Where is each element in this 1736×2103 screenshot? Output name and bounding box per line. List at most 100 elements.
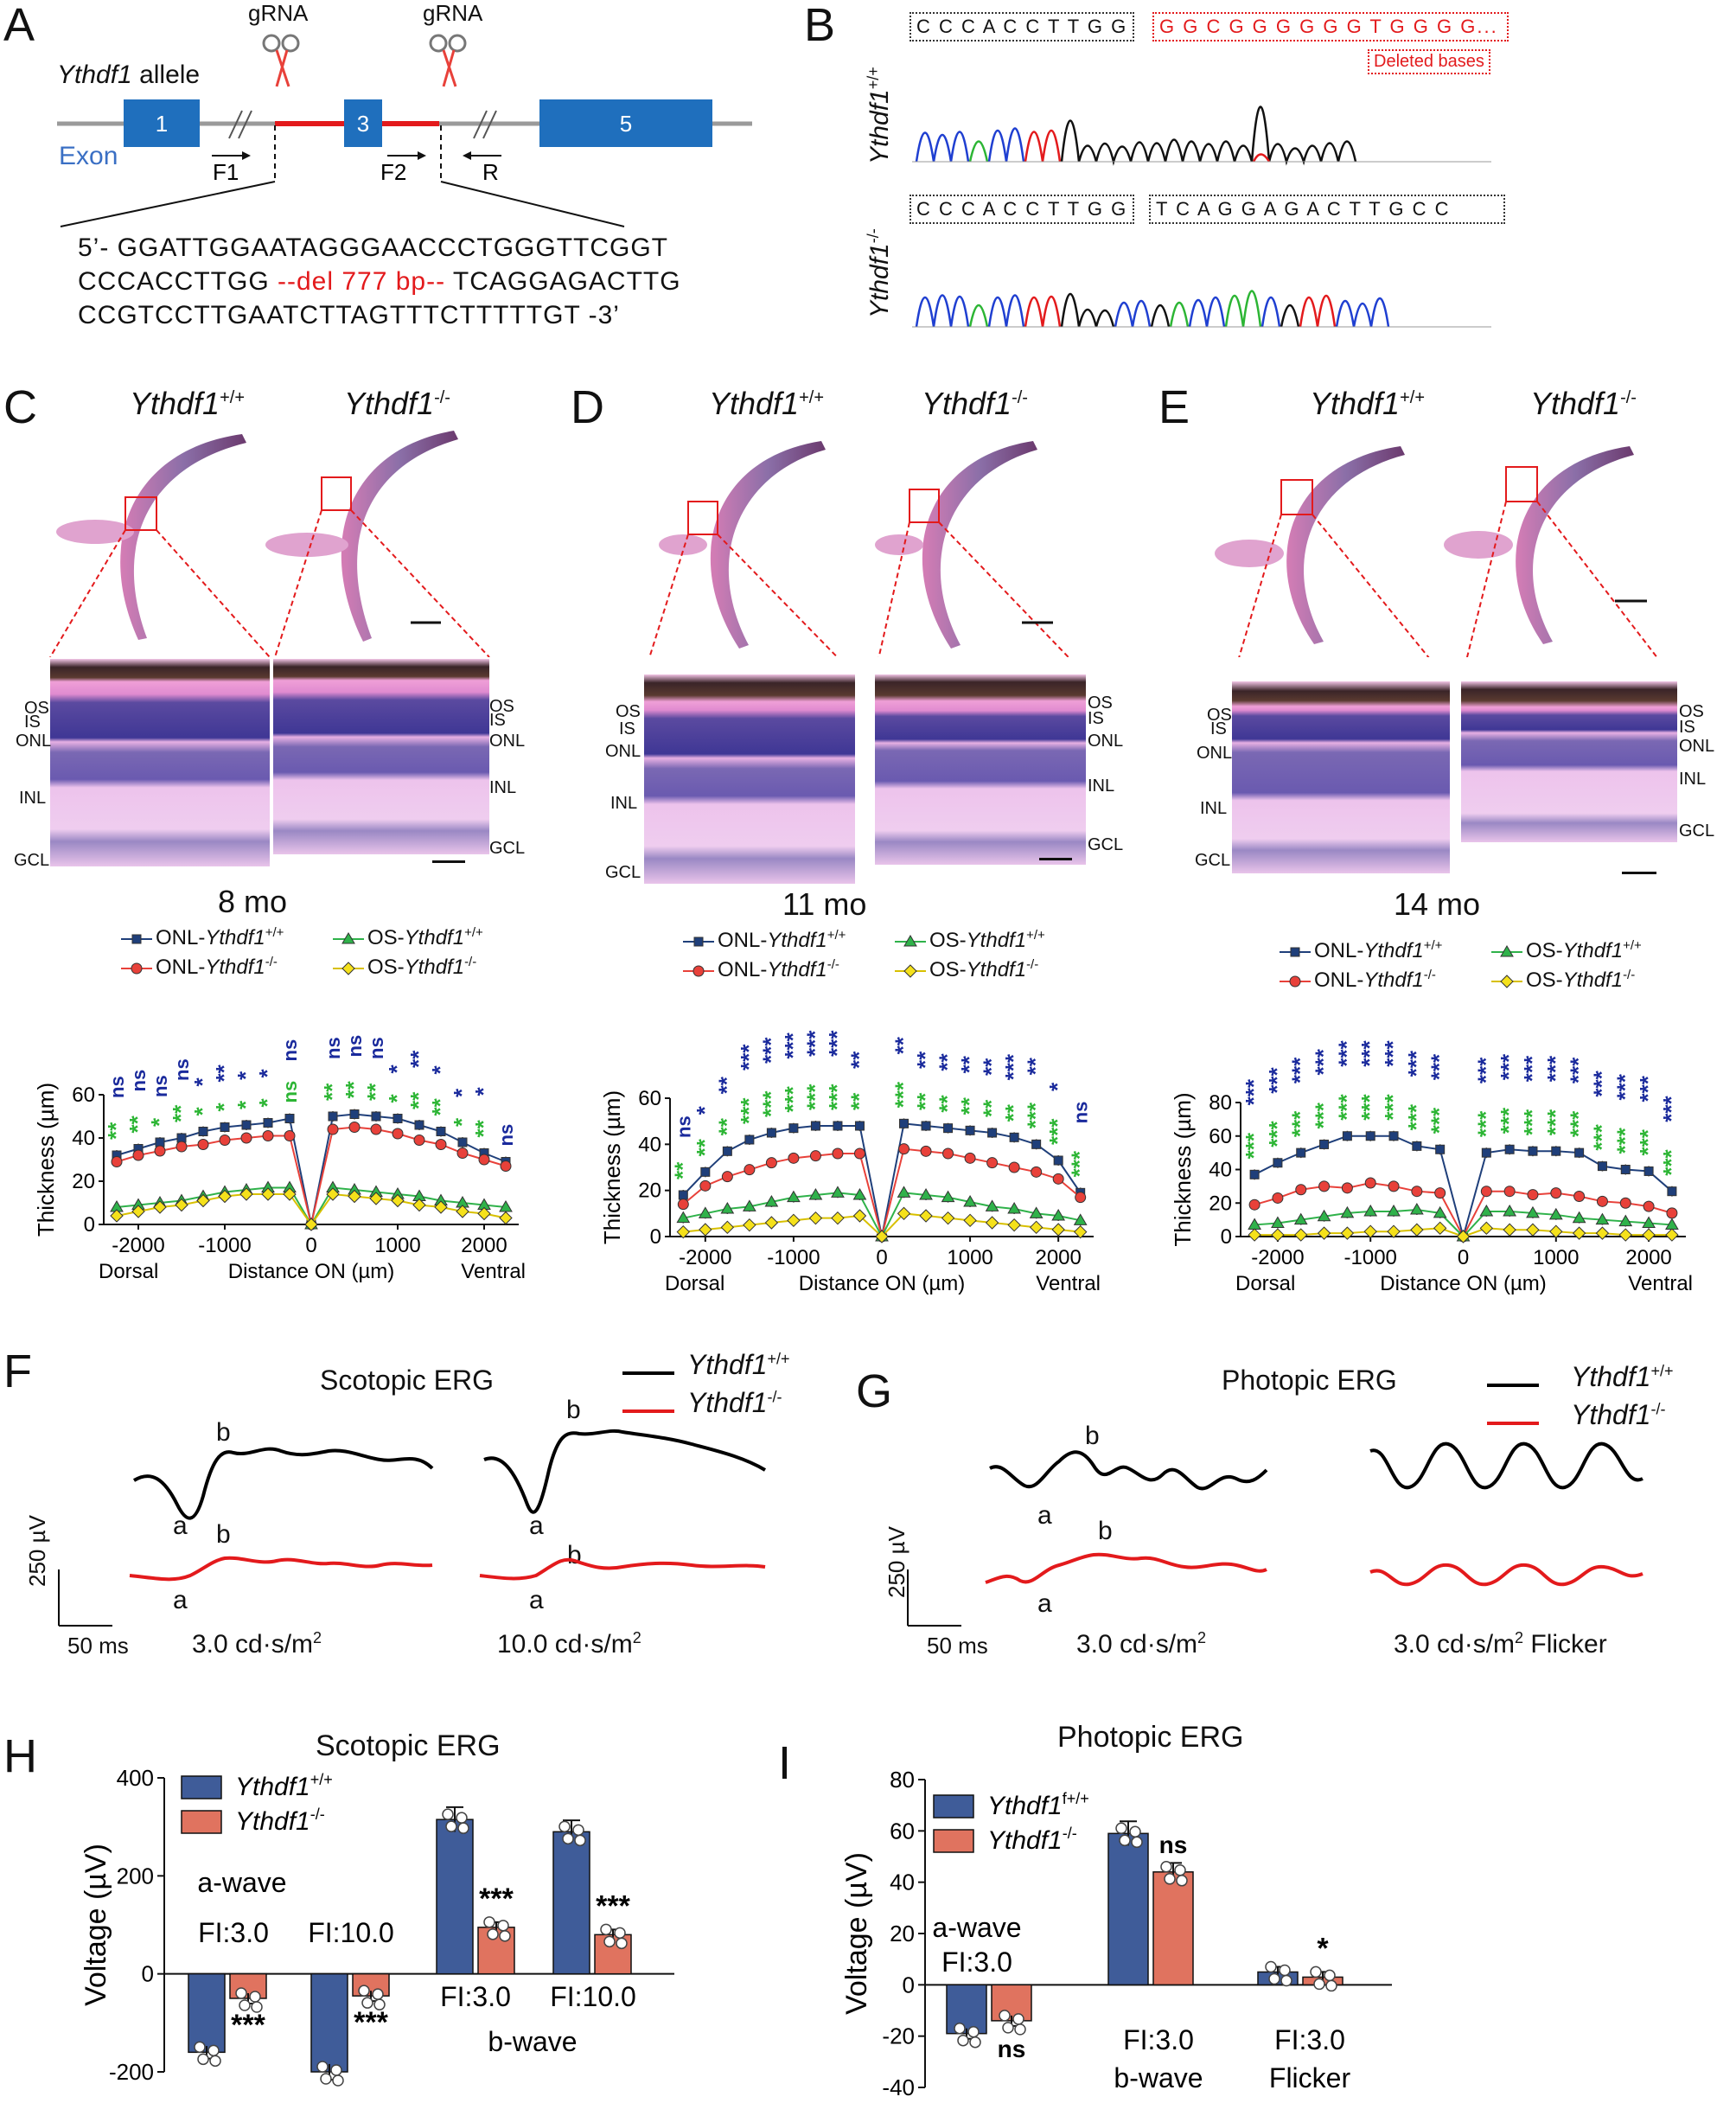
data-dot: [603, 1935, 616, 1948]
condition-label: 3.0 cd·s/m2: [1076, 1629, 1206, 1659]
data-point: [1481, 1147, 1491, 1158]
legend-item-onl_ko: ONL-Ythdf1-/-: [121, 955, 278, 980]
layer-label: GCL: [489, 839, 526, 858]
data-dot: [372, 1988, 384, 2000]
layer-label: ONL: [1088, 732, 1124, 751]
data-point: [456, 1205, 469, 1218]
data-point: [284, 1114, 295, 1123]
legend-gene: Ythdf1: [1562, 939, 1624, 962]
x-tick-label: -1000: [198, 1234, 251, 1257]
data-dot: [1164, 1873, 1176, 1885]
layer-label: OS: [489, 697, 514, 716]
significance-os: ***: [1542, 1109, 1568, 1135]
y-tick-label: -200: [109, 2059, 154, 2085]
significance-os: ***: [1496, 1107, 1522, 1134]
b-wave-marker: b: [1098, 1517, 1113, 1545]
data-point: [1296, 1147, 1306, 1158]
significance-os: **: [979, 1099, 1005, 1117]
legend-item-onl_wt: ONL-Ythdf1+/+: [1280, 938, 1442, 963]
x-axis-title: Distance ON (µm): [1380, 1272, 1547, 1295]
data-point: [1340, 1226, 1355, 1240]
ko-chromatogram-trace: [912, 290, 1491, 328]
data-point: [391, 1193, 405, 1208]
data-point: [1318, 1180, 1331, 1192]
significance-os: ***: [1264, 1121, 1290, 1147]
y-axis-title: Voltage (µV): [840, 1852, 873, 2015]
significance-label: ns: [998, 2036, 1026, 2062]
significance-os: ***: [1380, 1094, 1406, 1121]
group-label: b-wave: [1114, 2062, 1203, 2093]
deletion-label: --del 777 bp--: [278, 267, 446, 296]
data-point: [1272, 1192, 1284, 1204]
a-wave-marker: a: [173, 1586, 188, 1614]
layer-label: IS: [1210, 719, 1227, 738]
data-point: [764, 1195, 779, 1207]
data-dot: [562, 1832, 574, 1845]
legend-swatch: [1491, 974, 1522, 988]
x-tick-label: 2000: [1625, 1246, 1671, 1269]
data-point: [721, 1171, 733, 1183]
thickness-chart-e: 0 20 40 60 80 -2000 -1000 0 1000 2000 Dorsal Distan…: [1170, 1040, 1693, 1295]
chromatogram: [912, 105, 1491, 328]
data-point: [1479, 1204, 1494, 1217]
legend-gene: Ythdf1: [1562, 968, 1624, 992]
significance-onl: *: [427, 1065, 453, 1075]
data-point: [283, 1187, 297, 1201]
legend-label: Ythdf1-/-: [987, 1825, 1077, 1855]
data-dot: [483, 1916, 495, 1928]
data-point: [1456, 1230, 1471, 1243]
layer-label: GCL: [1195, 851, 1231, 870]
legend-gene: Ythdf1: [205, 956, 265, 979]
legend-sup: -/-: [310, 1806, 325, 1823]
layer-label: IS: [1088, 709, 1104, 728]
gene-name: Ythdf1: [687, 1349, 768, 1380]
data-dot: [967, 2025, 980, 2038]
photopic-title: Photopic ERG: [1222, 1365, 1397, 1396]
age-label: 14 mo: [1394, 886, 1481, 922]
b-wave-marker: b: [216, 1418, 231, 1447]
legend-sup: +/+: [1623, 938, 1642, 953]
legend-swatch: [121, 962, 152, 975]
data-point: [919, 1188, 933, 1200]
data-point: [1319, 1139, 1330, 1149]
data-point: [1526, 1223, 1540, 1237]
panel-label-d: D: [571, 381, 604, 433]
layer-label: ONL: [1679, 737, 1715, 756]
data-point: [1619, 1197, 1631, 1209]
legend-swatch: [333, 931, 364, 944]
data-point: [1411, 1186, 1423, 1198]
group-label: FI:3.0: [440, 1981, 511, 2012]
wt-genotype-label: Ythdf1+/+: [865, 67, 895, 164]
x-tick-label: 1000: [1533, 1246, 1579, 1269]
data-point: [743, 1199, 756, 1211]
sequence-left: CCCACCTTGG: [78, 267, 278, 296]
scale-bar: [432, 860, 465, 863]
eye-cup-image: [49, 434, 271, 657]
group-label: FI:3.0: [941, 1946, 1012, 1978]
legend-swatch: [933, 1794, 974, 1819]
scale-bar: [1039, 858, 1072, 860]
ko-erg-trace: [985, 1552, 1267, 1584]
primer-label: F1: [213, 159, 239, 185]
data-dot: [1012, 2013, 1024, 2025]
data-dot: [207, 2044, 220, 2057]
significance-os: *: [211, 1103, 237, 1112]
genotype-sup: -/-: [1650, 1400, 1666, 1418]
wt-erg-trace: [989, 1450, 1268, 1491]
data-point: [787, 1190, 801, 1203]
data-point: [720, 1202, 735, 1214]
legend-swatch: [683, 936, 714, 947]
y-tick-label: 0: [84, 1213, 95, 1237]
data-point: [499, 1211, 513, 1225]
significance-os: **: [713, 1117, 739, 1135]
legend-swatch: [333, 961, 364, 975]
data-dot: [1325, 1979, 1337, 1992]
layer-label: GCL: [1679, 821, 1715, 841]
data-point: [744, 1164, 756, 1176]
gene-name: Ythdf1: [1571, 1361, 1651, 1392]
a-wave-marker: a: [1037, 1589, 1052, 1618]
data-dot: [1014, 2023, 1026, 2036]
group-label: Flicker: [1269, 2062, 1351, 2093]
layer-label: ONL: [16, 732, 52, 751]
data-point: [700, 1167, 711, 1177]
